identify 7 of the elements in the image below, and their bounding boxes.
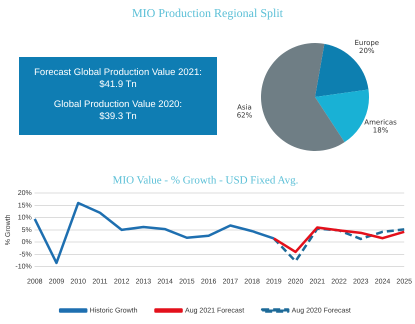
text: $41.9 Tn bbox=[98, 79, 138, 91]
text: Global Production Value 2020: bbox=[52, 99, 184, 111]
chart-title: MIO Production Regional Split bbox=[131, 6, 284, 21]
chart-title: MIO Value - % Growth - USD Fixed Avg. bbox=[112, 174, 299, 186]
line-series bbox=[272, 227, 406, 262]
text: Forecast Global Production Value 2021: bbox=[33, 67, 203, 79]
text: $39.3 Tn bbox=[98, 111, 138, 123]
